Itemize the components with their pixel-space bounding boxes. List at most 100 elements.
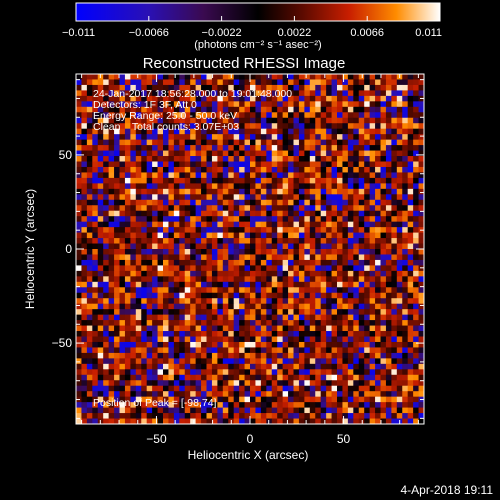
heatmap-cell [76, 298, 82, 305]
heatmap-cell [342, 188, 349, 195]
heatmap-cell [124, 303, 131, 310]
heatmap-cell [369, 194, 376, 201]
heatmap-cell [190, 150, 197, 157]
heatmap-cell [233, 79, 240, 86]
heatmap-cell [407, 112, 414, 119]
heatmap-cell [86, 259, 93, 266]
heatmap-cell [326, 194, 332, 201]
heatmap-cell [239, 128, 245, 135]
heatmap-cell [201, 95, 207, 102]
heatmap-cell [255, 194, 262, 201]
heatmap-cell [358, 84, 365, 91]
heatmap-cell [157, 227, 164, 233]
heatmap-cell [282, 232, 289, 239]
info-clean-counts: Clean Total counts: 3.07E+03 [93, 121, 239, 133]
heatmap-cell [92, 183, 99, 190]
heatmap-cell [135, 128, 142, 135]
heatmap-cell [86, 188, 93, 195]
heatmap-cell [337, 363, 343, 370]
heatmap-cell [244, 254, 251, 261]
heatmap-cell [163, 177, 169, 184]
heatmap-cell [315, 84, 322, 91]
heatmap-cell [211, 418, 218, 424]
heatmap-cell [250, 314, 256, 321]
heatmap-cell [293, 194, 300, 201]
heatmap-cell [184, 380, 191, 387]
heatmap-cell [114, 380, 120, 387]
heatmap-cell [304, 303, 311, 310]
heatmap-cell [81, 238, 88, 244]
heatmap-cell [211, 84, 218, 91]
heatmap-cell [76, 161, 82, 168]
heatmap-cell [277, 314, 284, 321]
heatmap-cell [222, 402, 229, 408]
heatmap-cell [217, 270, 224, 277]
heatmap-cell [163, 292, 169, 299]
heatmap-cell [320, 374, 327, 381]
heatmap-cell [358, 79, 365, 86]
heatmap-cell [402, 139, 409, 146]
heatmap-cell [282, 341, 289, 348]
heatmap-cell [239, 380, 245, 387]
heatmap-cell [239, 238, 245, 244]
heatmap-cell [152, 188, 158, 195]
heatmap-cell [108, 341, 115, 348]
heatmap-cell [217, 84, 224, 91]
heatmap-cell [130, 259, 137, 266]
heatmap-cell [309, 309, 316, 316]
heatmap-cell [288, 183, 294, 190]
heatmap-cell [315, 287, 322, 294]
heatmap-cell [76, 363, 82, 370]
heatmap-cell [298, 188, 305, 195]
heatmap-cell [76, 84, 82, 91]
heatmap-cell [396, 341, 403, 348]
heatmap-cell [76, 90, 82, 97]
heatmap-cell [402, 391, 409, 398]
heatmap-cell [304, 79, 311, 86]
heatmap-cell [119, 238, 126, 244]
heatmap-cell [260, 358, 267, 365]
heatmap-cell [228, 292, 235, 299]
heatmap-cell [146, 74, 153, 80]
heatmap-cell [206, 287, 213, 294]
heatmap-cell [304, 265, 311, 272]
heatmap-cell [326, 369, 332, 376]
heatmap-cell [146, 95, 153, 102]
heatmap-cell [97, 161, 104, 168]
heatmap-cell [271, 380, 278, 387]
heatmap-cell [418, 139, 424, 146]
heatmap-cell [255, 90, 262, 97]
heatmap-cell [81, 391, 88, 398]
heatmap-cell [152, 352, 158, 359]
heatmap-cell [342, 161, 349, 168]
heatmap-cell [277, 407, 284, 414]
heatmap-cell [157, 369, 164, 376]
heatmap-cell [124, 161, 131, 168]
heatmap-cell [418, 325, 424, 332]
heatmap-cell [206, 265, 213, 272]
heatmap-cell [114, 227, 120, 233]
heatmap-cell [157, 270, 164, 277]
heatmap-cell [309, 221, 316, 228]
heatmap-cell [337, 276, 343, 283]
heatmap-cell [407, 363, 414, 370]
heatmap-cell [260, 363, 267, 370]
heatmap-cell [255, 336, 262, 343]
heatmap-cell [124, 292, 131, 299]
heatmap-cell [309, 265, 316, 272]
heatmap-cell [233, 232, 240, 239]
heatmap-cell [396, 303, 403, 310]
heatmap-cell [358, 281, 365, 288]
heatmap-cell [255, 347, 262, 354]
heatmap-cell [244, 79, 251, 86]
heatmap-cell [347, 199, 354, 206]
heatmap-cell [337, 341, 343, 348]
heatmap-cell [407, 84, 414, 91]
heatmap-cell [304, 145, 311, 151]
heatmap-cell [81, 227, 88, 233]
heatmap-cell [168, 145, 175, 151]
heatmap-cell [201, 101, 207, 108]
heatmap-cell [92, 145, 99, 151]
heatmap-cell [277, 303, 284, 310]
heatmap-cell [146, 199, 153, 206]
